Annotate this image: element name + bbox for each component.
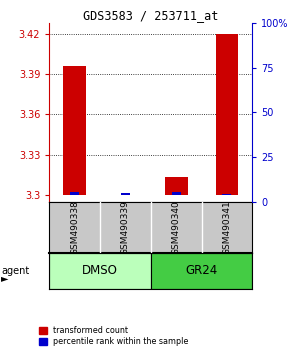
Legend: transformed count, percentile rank within the sample: transformed count, percentile rank withi… xyxy=(39,326,189,347)
Text: DMSO: DMSO xyxy=(82,264,118,277)
Bar xyxy=(215,34,238,195)
Bar xyxy=(70,192,79,195)
Bar xyxy=(121,193,130,195)
Bar xyxy=(222,194,231,195)
Text: GSM490338: GSM490338 xyxy=(70,200,79,255)
Text: ►: ► xyxy=(1,273,9,283)
Bar xyxy=(172,193,181,195)
Text: GSM490339: GSM490339 xyxy=(121,200,130,255)
Text: agent: agent xyxy=(1,266,30,276)
Text: GR24: GR24 xyxy=(185,264,218,277)
Title: GDS3583 / 253711_at: GDS3583 / 253711_at xyxy=(83,9,218,22)
Bar xyxy=(63,66,86,195)
Text: GSM490341: GSM490341 xyxy=(222,200,231,255)
Text: GSM490340: GSM490340 xyxy=(172,200,181,255)
Bar xyxy=(165,177,188,195)
Bar xyxy=(49,253,151,289)
Bar xyxy=(151,253,252,289)
